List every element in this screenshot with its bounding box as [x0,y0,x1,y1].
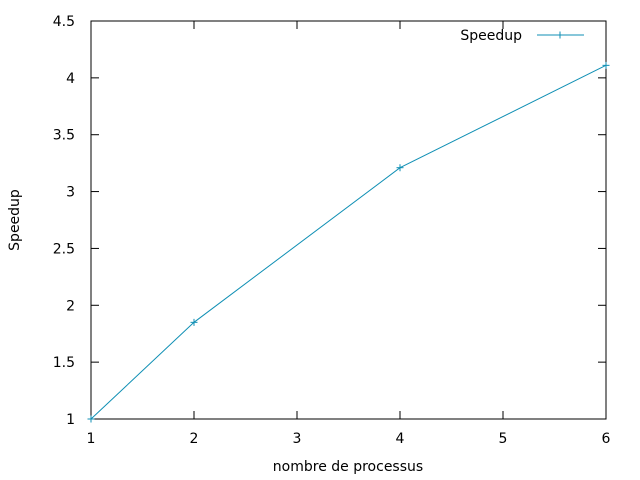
x-tick-label: 2 [190,431,199,447]
y-tick-label: 1.5 [53,355,75,371]
x-tick-label: 5 [499,431,508,447]
y-tick-label: 3.5 [53,128,75,144]
series-layer [87,61,610,423]
legend-label: Speedup [460,28,522,44]
tick-labels-layer: 1 2 3 4 5 6 1 1.5 2 2.5 3 3.5 4 4.5 [53,14,611,447]
y-tick-label: 4 [66,71,75,87]
y-tick-label: 2.5 [53,241,75,257]
y-axis-title: Speedup [7,189,23,251]
data-point-marker [87,415,95,423]
ticks-layer [90,20,607,420]
x-tick-label: 4 [396,431,405,447]
plot-frame [90,20,607,420]
data-point-marker [602,61,610,69]
legend-marker [556,31,564,39]
legend: Speedup [460,28,584,44]
x-tick-label: 6 [602,431,611,447]
data-point-marker [190,318,198,326]
y-tick-label: 1 [66,412,75,428]
y-tick-label: 3 [66,185,75,201]
x-tick-label: 1 [87,431,96,447]
data-point-marker [396,164,404,172]
x-tick-label: 3 [293,431,302,447]
y-tick-label: 2 [66,298,75,314]
x-axis-title: nombre de processus [273,459,423,475]
y-tick-label: 4.5 [53,14,75,30]
series-line [90,64,607,420]
